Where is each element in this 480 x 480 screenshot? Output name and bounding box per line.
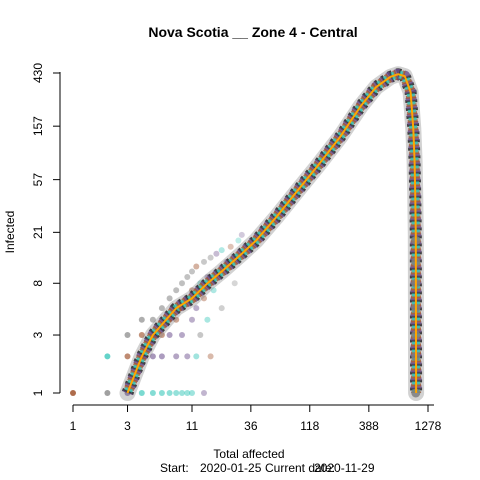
scatter-point — [173, 287, 180, 294]
scatter-point — [235, 237, 242, 244]
y-tick-label: 3 — [31, 331, 45, 338]
scatter-point — [158, 390, 165, 396]
x-tick-label: 1 — [70, 419, 77, 433]
scatter-point — [179, 332, 185, 338]
y-tick-label: 430 — [31, 63, 45, 83]
scatter-point — [210, 287, 217, 294]
scatter-point — [173, 353, 180, 360]
y-axis-ticks: 1 3 8 21 57 157 430 — [31, 63, 60, 396]
footer-current-label: Current date: — [265, 461, 335, 475]
scatter-point — [149, 316, 156, 323]
scatter-point — [166, 295, 173, 302]
scatter-point — [179, 280, 185, 287]
x-axis-label: Total affected — [213, 447, 284, 461]
scatter-point — [104, 353, 111, 360]
scatter-point — [138, 332, 145, 338]
scatter-point — [207, 353, 214, 360]
plot-area — [70, 66, 425, 401]
scatter-point — [201, 295, 207, 302]
footer-start-date: 2020-01-25 — [200, 461, 262, 475]
y-tick-label: 57 — [31, 173, 45, 187]
scatter-point — [70, 390, 76, 396]
scatter-point — [166, 332, 173, 338]
scatter-point — [138, 316, 145, 323]
scatter-point — [184, 274, 191, 280]
scatter-point — [189, 390, 195, 396]
scatter-point — [201, 390, 207, 396]
x-tick-label: 118 — [300, 419, 319, 433]
scatter-point — [227, 243, 234, 250]
scatter-point — [193, 305, 200, 312]
scatter-point — [158, 353, 165, 360]
footer-start-label: Start: — [160, 461, 189, 475]
scatter-point — [124, 332, 131, 338]
x-tick-label: 36 — [244, 419, 258, 433]
scatter-point — [204, 316, 211, 323]
scatter-point — [166, 390, 173, 396]
scatter-point — [201, 258, 207, 265]
y-tick-label: 8 — [31, 280, 45, 287]
trend-line — [126, 73, 418, 394]
scatter-point — [193, 263, 200, 270]
scatter-point — [218, 247, 225, 254]
footer-current-date: 2020-11-29 — [314, 461, 375, 475]
scatter-point — [189, 268, 195, 275]
x-axis-ticks: 1 3 11 36 118 388 1278 — [70, 405, 442, 433]
x-tick-label: 11 — [186, 419, 199, 433]
scatter-point — [238, 231, 245, 238]
scatter-point — [231, 280, 238, 287]
scatter-point — [184, 390, 191, 396]
scatter-point — [149, 390, 156, 396]
x-tick-label: 1278 — [415, 419, 442, 433]
scatter-point — [184, 353, 191, 360]
x-tick-label: 388 — [359, 419, 379, 433]
scatter-point — [104, 390, 111, 396]
scatter-point — [193, 353, 200, 360]
scatter-point — [207, 254, 214, 261]
scatter-point — [218, 305, 225, 312]
scatter-point — [189, 316, 195, 323]
scatter-point — [124, 353, 131, 360]
scatter-point — [179, 390, 185, 396]
y-tick-label: 21 — [31, 225, 45, 239]
scatter-point — [197, 332, 204, 338]
y-axis-label: Infected — [3, 211, 17, 254]
x-tick-label: 3 — [124, 419, 131, 433]
y-tick-label: 157 — [31, 116, 45, 136]
y-tick-label: 1 — [31, 389, 45, 396]
scatter-point — [173, 390, 180, 396]
scatter-point — [149, 353, 156, 360]
scatter-point — [138, 390, 145, 396]
scatter-point — [158, 305, 165, 312]
scatter-point — [213, 250, 220, 257]
chart-title: Nova Scotia __ Zone 4 - Central — [148, 24, 357, 40]
